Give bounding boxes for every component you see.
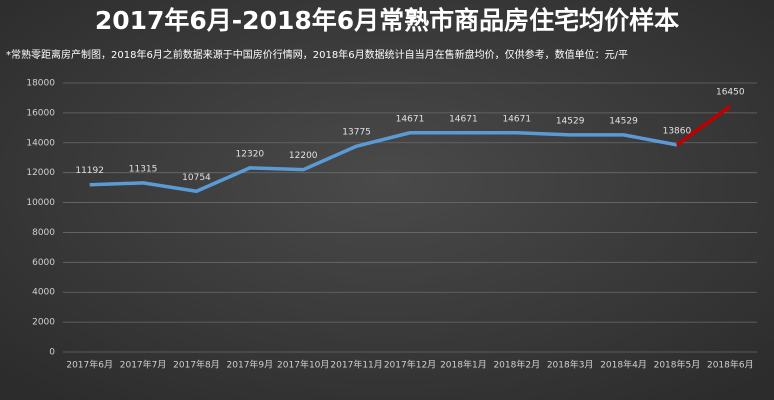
data-label: 14529 [609,116,638,126]
y-tick-label: 2000 [32,318,55,328]
data-label: 13775 [342,128,371,138]
x-tick-label: 2018年4月 [600,359,647,371]
data-label: 11315 [129,164,158,174]
data-label: 12320 [236,149,265,159]
x-tick-label: 2018年6月 [707,359,754,371]
data-label: 13860 [663,126,692,136]
y-tick-label: 12000 [26,168,55,178]
x-tick-label: 2018年1月 [440,359,487,371]
y-tick-label: 10000 [26,198,55,208]
data-label: 11192 [75,166,104,176]
x-tick-label: 2017年7月 [120,359,167,371]
line-last-segment [675,104,732,147]
x-tick-label: 2018年3月 [547,359,594,371]
x-tick-label: 2017年12月 [384,359,436,371]
y-tick-label: 18000 [26,79,55,89]
data-label: 14671 [396,114,425,124]
data-label: 16450 [716,88,745,98]
line [89,131,678,194]
data-label: 10754 [182,173,211,183]
data-label: 14671 [449,114,478,124]
y-tick-label: 8000 [32,228,55,238]
y-tick-label: 6000 [32,258,55,268]
x-tick-label: 2017年8月 [173,359,220,371]
x-tick-label: 2017年11月 [330,359,382,371]
x-tick-label: 2018年2月 [493,359,540,371]
y-tick-label: 4000 [32,288,55,298]
data-label: 14529 [556,116,585,126]
x-tick-label: 2018年5月 [654,359,701,371]
y-tick-label: 14000 [26,138,55,148]
x-tick-label: 2017年10月 [277,359,329,371]
y-tick-label: 0 [49,348,55,358]
data-label: 14671 [502,114,531,124]
chart-title: 2017年6月-2018年6月常熟市商品房住宅均价样本 [95,6,679,35]
y-tick-label: 16000 [26,108,55,118]
data-label: 12200 [289,151,318,161]
x-tick-label: 2017年6月 [66,359,113,371]
x-tick-label: 2017年9月 [227,359,274,371]
chart-subtitle: *常熟零距离房产制图，2018年6月之前数据来源于中国房价行情网，2018年6月… [6,48,628,61]
